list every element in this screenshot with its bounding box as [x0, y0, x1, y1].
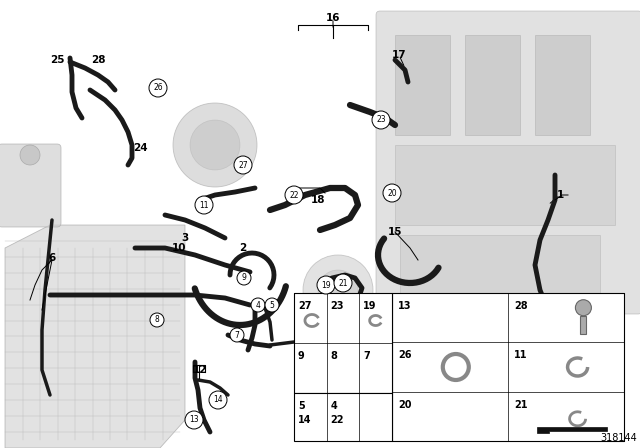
FancyBboxPatch shape [0, 144, 61, 227]
Text: 11: 11 [514, 350, 527, 360]
Circle shape [209, 391, 227, 409]
Bar [465, 35, 520, 135]
Text: 15: 15 [388, 227, 403, 237]
Circle shape [318, 270, 358, 310]
Circle shape [230, 328, 244, 342]
Text: 25: 25 [50, 55, 64, 65]
Bar [535, 35, 590, 135]
Circle shape [234, 156, 252, 174]
Text: 4: 4 [255, 301, 260, 310]
Circle shape [372, 111, 390, 129]
Text: 22: 22 [289, 190, 299, 199]
Circle shape [190, 120, 240, 170]
Text: 13: 13 [189, 415, 199, 425]
Bar [294, 393, 392, 441]
Text: 28: 28 [91, 55, 105, 65]
Text: 1: 1 [556, 190, 564, 200]
Text: 19: 19 [321, 280, 331, 289]
Text: 11: 11 [199, 201, 209, 210]
Text: 17: 17 [392, 50, 406, 60]
Polygon shape [5, 225, 185, 448]
Polygon shape [537, 427, 607, 433]
Text: 318144: 318144 [600, 433, 637, 443]
Text: 18: 18 [311, 195, 325, 205]
Circle shape [173, 103, 257, 187]
Bar [392, 293, 624, 441]
FancyBboxPatch shape [376, 11, 640, 314]
Bar [294, 293, 392, 393]
Text: 21: 21 [514, 400, 527, 409]
Circle shape [150, 313, 164, 327]
Text: 26: 26 [398, 350, 412, 360]
Circle shape [237, 271, 251, 285]
Bar [580, 316, 586, 334]
Text: 5: 5 [269, 301, 275, 310]
Text: 2: 2 [239, 243, 246, 253]
Text: 27: 27 [238, 160, 248, 169]
Text: 27: 27 [298, 301, 312, 311]
Text: 20: 20 [387, 189, 397, 198]
Text: 21: 21 [339, 279, 348, 288]
Text: 24: 24 [132, 143, 147, 153]
Circle shape [334, 274, 352, 292]
Text: 5: 5 [298, 401, 305, 411]
Circle shape [251, 298, 265, 312]
Text: 26: 26 [153, 83, 163, 92]
Text: 3: 3 [181, 233, 189, 243]
Text: 4: 4 [331, 401, 337, 411]
Text: 9: 9 [298, 351, 305, 361]
Text: 22: 22 [331, 415, 344, 425]
Circle shape [185, 411, 203, 429]
Circle shape [149, 79, 167, 97]
Text: 23: 23 [376, 116, 386, 125]
Circle shape [195, 196, 213, 214]
Text: 9: 9 [241, 273, 246, 283]
Bar [395, 145, 615, 225]
Circle shape [303, 255, 373, 325]
Text: 14: 14 [213, 396, 223, 405]
Text: 20: 20 [398, 400, 412, 409]
Circle shape [575, 300, 591, 316]
Bar [400, 235, 600, 295]
Text: 12: 12 [193, 365, 207, 375]
Text: 7: 7 [364, 351, 370, 361]
Circle shape [265, 298, 279, 312]
Text: 19: 19 [364, 301, 377, 311]
Text: 16: 16 [326, 13, 340, 23]
Circle shape [383, 184, 401, 202]
Text: 7: 7 [235, 331, 239, 340]
Text: 14: 14 [298, 415, 312, 425]
Circle shape [285, 186, 303, 204]
Circle shape [317, 276, 335, 294]
Text: 8: 8 [331, 351, 337, 361]
Text: 13: 13 [398, 301, 412, 311]
Text: 8: 8 [155, 315, 159, 324]
Text: 28: 28 [514, 301, 527, 311]
Text: 23: 23 [331, 301, 344, 311]
Text: 6: 6 [49, 253, 56, 263]
Text: 10: 10 [172, 243, 186, 253]
Bar [395, 35, 450, 135]
Circle shape [20, 145, 40, 165]
